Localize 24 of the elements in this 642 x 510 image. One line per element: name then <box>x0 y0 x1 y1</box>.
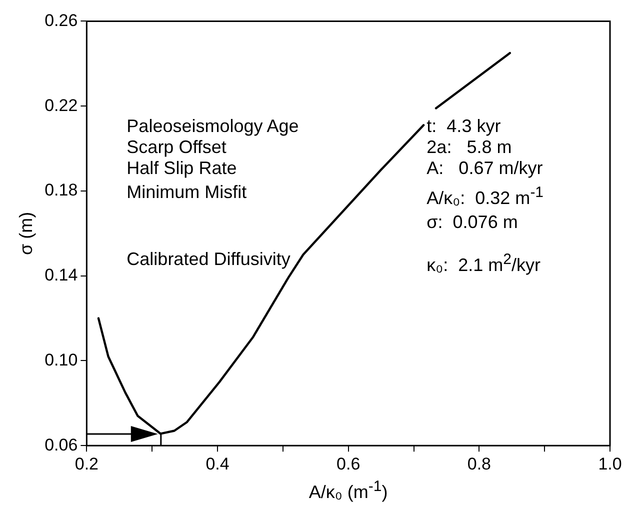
x-axis-title: A/κ₀ (m$^{-1}$) <box>308 478 389 503</box>
annotation: Scarp Offset <box>126 137 228 158</box>
annotation: Paleoseismology Age <box>126 116 300 138</box>
y-tick-label: 0.10 <box>44 350 78 370</box>
y-axis-title: σ (m) <box>16 212 36 255</box>
y-tick-label: 0.18 <box>44 180 78 200</box>
y-tick-label: 0.26 <box>44 10 78 30</box>
annotation: t: 4.3 kyr <box>426 116 502 138</box>
annotation: Half Slip Rate <box>126 158 238 180</box>
annotation: A/κ₀: 0.32 m$^{-1}$ <box>426 183 544 210</box>
y-tick-label: 0.14 <box>44 266 78 285</box>
annotation: σ: 0.076 m <box>426 212 519 234</box>
annotation: Minimum Misfit <box>126 182 248 204</box>
x-tick-label: 1.0 <box>598 454 622 474</box>
annotation: A: 0.67 m/kyr <box>426 158 544 180</box>
annotation: 2a: 5.8 m <box>426 137 513 158</box>
x-tick-label: 0.4 <box>206 454 230 474</box>
annotation: κ₀: 2.1 m$^{2}$/kyr <box>426 250 542 276</box>
annotation: Calibrated Diffusivity <box>126 249 292 272</box>
x-tick-label: 0.6 <box>336 454 360 474</box>
x-tick-label: 0.2 <box>74 454 99 474</box>
y-tick-label: 0.06 <box>44 435 78 454</box>
y-tick-label: 0.22 <box>44 96 78 115</box>
x-tick-label: 0.8 <box>467 454 491 474</box>
